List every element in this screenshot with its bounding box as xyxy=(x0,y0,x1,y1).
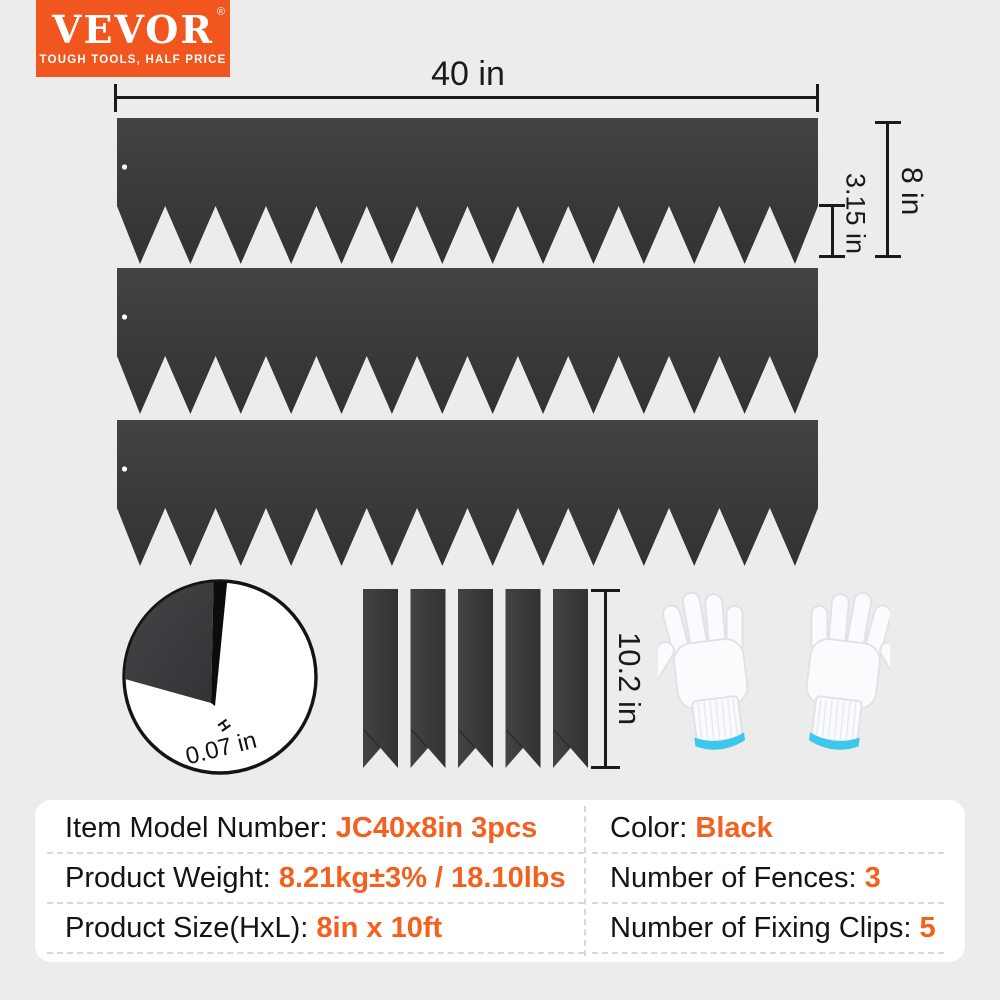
spec-value: 8.21kg±3% / 18.10lbs xyxy=(278,861,566,894)
fixing-clip xyxy=(363,589,398,768)
tooth-dimension-line xyxy=(831,205,834,258)
tooth-dimension-label: 3.15 in xyxy=(840,173,871,255)
spec-value: Black xyxy=(695,811,773,844)
spec-label: Item Model Number: xyxy=(65,811,336,844)
fixing-clips-image xyxy=(363,589,588,768)
width-dimension-label: 40 in xyxy=(431,55,505,93)
brand-wordmark: VEVOR ® xyxy=(52,6,227,52)
fixing-clip xyxy=(553,589,588,768)
left-glove xyxy=(658,585,761,760)
registered-mark: ® xyxy=(216,6,227,18)
fence-strip xyxy=(117,420,818,566)
spec-value: 5 xyxy=(919,911,936,944)
spec-row-size: Product Size(HxL): 8in x 10ft xyxy=(47,904,584,954)
vevor-logo: VEVOR ® TOUGH TOOLS, HALF PRICE xyxy=(36,0,230,77)
width-dimension-tick-right xyxy=(816,84,819,112)
spec-value: 3 xyxy=(864,861,881,894)
spec-column-divider xyxy=(584,806,586,956)
height-dimension-label: 8 in xyxy=(895,166,928,216)
clip-dimension-line xyxy=(604,590,607,769)
plate-edge xyxy=(211,582,229,706)
tooth-dimension-cap-bottom xyxy=(819,255,845,258)
clip-dimension-cap-top xyxy=(591,589,620,592)
width-dimension-tick-left xyxy=(114,84,117,112)
spec-label: Product Size(HxL): xyxy=(65,911,317,944)
height-dimension-line xyxy=(886,121,889,258)
fixing-clip xyxy=(505,589,541,768)
height-dimension-cap-top xyxy=(875,121,901,124)
spec-column-left: Item Model Number: JC40x8in 3pcs Product… xyxy=(47,804,584,954)
height-dimension-cap-bottom xyxy=(875,255,901,258)
gloves-image xyxy=(658,585,890,760)
spec-label: Color: xyxy=(610,811,696,844)
spec-value: JC40x8in 3pcs xyxy=(335,811,538,844)
fixing-clip xyxy=(410,589,446,768)
spec-label: Number of Fixing Clips: xyxy=(610,911,920,944)
spec-row-color: Color: Black xyxy=(592,804,944,854)
spec-label: Number of Fences: xyxy=(610,861,865,894)
spec-row-weight: Product Weight: 8.21kg±3% / 18.10lbs xyxy=(47,854,584,904)
brand-tagline: TOUGH TOOLS, HALF PRICE xyxy=(39,54,227,66)
fixing-clip xyxy=(458,589,493,768)
tooth-dimension-cap-top xyxy=(819,204,845,207)
clip-dimension-cap-bottom xyxy=(591,766,620,769)
width-dimension-line xyxy=(115,96,818,99)
spec-label: Product Weight: xyxy=(65,861,279,894)
spec-card xyxy=(35,800,965,962)
spec-column-right: Color: Black Number of Fences: 3 Number … xyxy=(592,804,944,954)
thickness-detail-circle: H 0.07 in xyxy=(122,579,318,775)
spec-value: 8in x 10ft xyxy=(316,911,443,944)
right-glove xyxy=(793,585,890,760)
spec-row-clips: Number of Fixing Clips: 5 xyxy=(592,904,944,954)
fence-strip xyxy=(117,268,818,414)
spec-row-model: Item Model Number: JC40x8in 3pcs xyxy=(47,804,584,854)
spec-row-fences: Number of Fences: 3 xyxy=(592,854,944,904)
clip-dimension-label: 10.2 in xyxy=(612,632,647,726)
fence-strip xyxy=(117,118,818,264)
